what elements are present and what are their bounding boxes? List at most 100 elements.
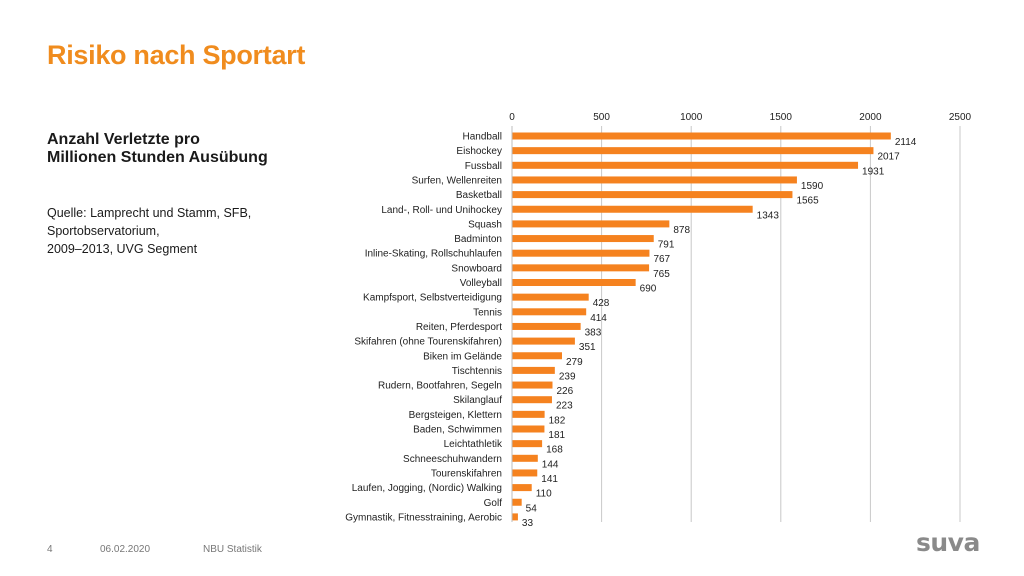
bar — [512, 498, 522, 506]
bar — [512, 366, 555, 374]
data-label: 1343 — [757, 210, 780, 221]
source-line-2: Sportobservatorium, — [47, 224, 160, 238]
category-label: Baden, Schwimmen — [413, 425, 502, 436]
category-label: Schneeschuhwandern — [403, 454, 502, 465]
x-tick-label: 2000 — [859, 112, 882, 123]
bar — [512, 147, 874, 155]
bar — [512, 322, 581, 330]
subtitle-line-2: Millionen Stunden Ausübung — [47, 149, 268, 166]
category-label: Inline-Skating, Rollschuhlaufen — [365, 249, 502, 260]
bar — [512, 205, 753, 213]
data-label: 226 — [556, 386, 573, 397]
x-tick-label: 1000 — [680, 112, 703, 123]
data-label: 33 — [522, 518, 534, 529]
category-label: Basketball — [456, 190, 502, 201]
bar — [512, 293, 589, 301]
category-label: Gymnastik, Fitnesstraining, Aerobic — [345, 512, 502, 523]
bar — [512, 352, 562, 360]
data-label: 54 — [526, 503, 538, 514]
bar — [512, 191, 793, 199]
bar — [512, 264, 650, 272]
bar — [512, 235, 654, 243]
category-label: Volleyball — [460, 278, 502, 289]
bar — [512, 249, 650, 257]
bar — [512, 381, 553, 389]
data-label: 2017 — [877, 152, 900, 163]
category-label: Golf — [484, 498, 503, 509]
data-label: 223 — [556, 401, 573, 412]
category-label: Handball — [463, 132, 502, 143]
data-label: 1590 — [801, 181, 824, 192]
footer-date: 06.02.2020 — [100, 544, 151, 555]
data-label: 144 — [542, 459, 559, 470]
category-label: Reiten, Pferdesport — [416, 322, 502, 333]
category-label: Laufen, Jogging, (Nordic) Walking — [352, 483, 502, 494]
category-label: Tischtennis — [452, 366, 502, 377]
data-label: 791 — [658, 240, 675, 251]
chart-subtitle: Anzahl Verletzte pro Millionen Stunden A… — [47, 131, 307, 167]
data-label: 1931 — [862, 166, 885, 177]
subtitle-line-1: Anzahl Verletzte pro — [47, 131, 200, 148]
bar — [512, 513, 518, 521]
bar — [512, 440, 543, 448]
source-line-3: 2009–2013, UVG Segment — [47, 242, 198, 256]
data-label: 239 — [559, 371, 576, 382]
category-label: Biken im Gelände — [423, 351, 502, 362]
category-label: Leichtathletik — [444, 439, 503, 450]
category-label: Rudern, Bootfahren, Segeln — [378, 381, 502, 392]
page-number: 4 — [47, 544, 53, 555]
data-label: 351 — [579, 342, 596, 353]
data-label: 1565 — [796, 196, 819, 207]
bar — [512, 279, 636, 286]
bar — [512, 308, 587, 316]
category-label: Bergsteigen, Klettern — [409, 410, 502, 421]
data-label: 182 — [549, 415, 566, 426]
bar — [512, 161, 859, 169]
footer-label: NBU Statistik — [203, 544, 262, 555]
bar — [512, 337, 575, 345]
bar — [512, 220, 670, 228]
bar — [512, 425, 545, 433]
x-tick-label: 1500 — [770, 112, 793, 123]
x-tick-label: 500 — [593, 112, 610, 123]
category-label: Kampfsport, Selbstverteidigung — [363, 293, 502, 304]
category-label: Tennis — [473, 307, 502, 318]
bar — [512, 396, 552, 404]
category-label: Land-, Roll- und Unihockey — [381, 205, 502, 216]
bar — [512, 484, 532, 492]
data-label: 279 — [566, 357, 583, 368]
category-label: Squash — [468, 219, 502, 230]
category-label: Skilanglauf — [453, 395, 502, 406]
data-label: 765 — [653, 269, 670, 280]
source-note: Quelle: Lamprecht und Stamm, SFB, Sporto… — [47, 204, 307, 258]
category-label: Skifahren (ohne Tourenskifahren) — [354, 337, 502, 348]
data-label: 383 — [585, 327, 602, 338]
data-label: 690 — [640, 284, 657, 295]
data-label: 141 — [541, 474, 558, 485]
category-label: Surfen, Wellenreiten — [412, 175, 502, 186]
bar — [512, 410, 545, 418]
bar — [512, 454, 538, 462]
category-label: Fussball — [465, 161, 502, 172]
suva-logo: suva — [916, 528, 980, 557]
data-label: 2114 — [895, 137, 917, 148]
category-label: Tourenskifahren — [431, 468, 502, 479]
x-tick-label: 0 — [509, 112, 515, 123]
source-line-1: Quelle: Lamprecht und Stamm, SFB, — [47, 206, 252, 220]
bar — [512, 176, 797, 184]
category-label: Snowboard — [451, 263, 502, 274]
bar — [512, 469, 538, 477]
data-label: 168 — [546, 445, 563, 456]
x-tick-label: 2500 — [949, 112, 972, 123]
data-label: 767 — [653, 254, 670, 265]
category-label: Eishockey — [456, 146, 502, 157]
bar — [512, 132, 891, 140]
data-label: 181 — [548, 430, 565, 441]
category-label: Badminton — [454, 234, 502, 245]
page-title: Risiko nach Sportart — [47, 40, 306, 70]
data-label: 878 — [673, 225, 690, 236]
data-label: 428 — [593, 298, 610, 309]
data-label: 110 — [536, 489, 552, 500]
data-label: 414 — [590, 313, 607, 324]
